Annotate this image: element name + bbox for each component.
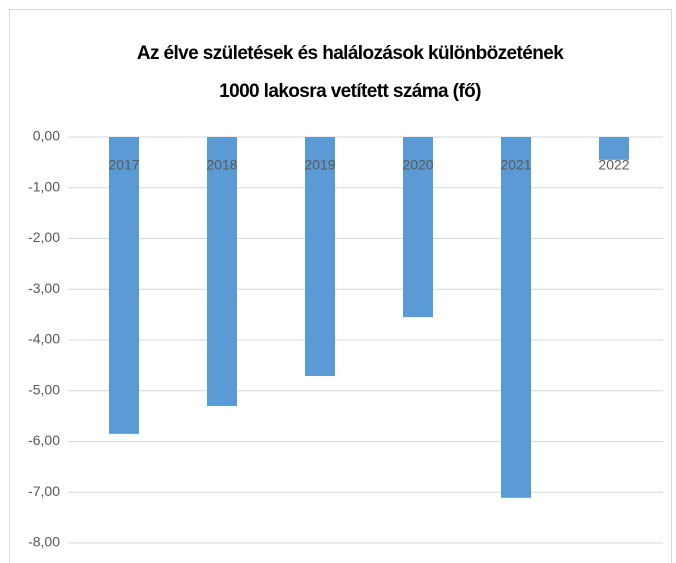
y-tick-label: -3,00 — [28, 280, 60, 296]
y-tick-label: -7,00 — [28, 483, 60, 499]
y-tick-label: -5,00 — [28, 381, 60, 397]
y-tick-label: -2,00 — [28, 229, 60, 245]
bar — [403, 137, 433, 318]
bar — [109, 137, 139, 434]
y-tick-label: -6,00 — [28, 432, 60, 448]
bar — [501, 137, 531, 498]
y-tick-label: -8,00 — [28, 534, 60, 550]
bar — [305, 137, 335, 377]
chart-title: 1000 lakosra vetített száma (fő) — [219, 81, 481, 102]
x-tick-label: 2022 — [598, 157, 629, 173]
x-tick-label: 2020 — [402, 157, 433, 173]
x-tick-label: 2017 — [108, 157, 139, 173]
x-tick-label: 2018 — [206, 157, 237, 173]
x-tick-label: 2021 — [500, 157, 531, 173]
chart-title: Az élve születések és halálozások különb… — [137, 43, 564, 64]
bar — [207, 137, 237, 406]
y-tick-label: 0,00 — [33, 128, 60, 144]
bar — [599, 137, 629, 160]
y-tick-label: -4,00 — [28, 331, 60, 347]
y-tick-label: -1,00 — [28, 178, 60, 194]
x-tick-label: 2019 — [304, 157, 335, 173]
